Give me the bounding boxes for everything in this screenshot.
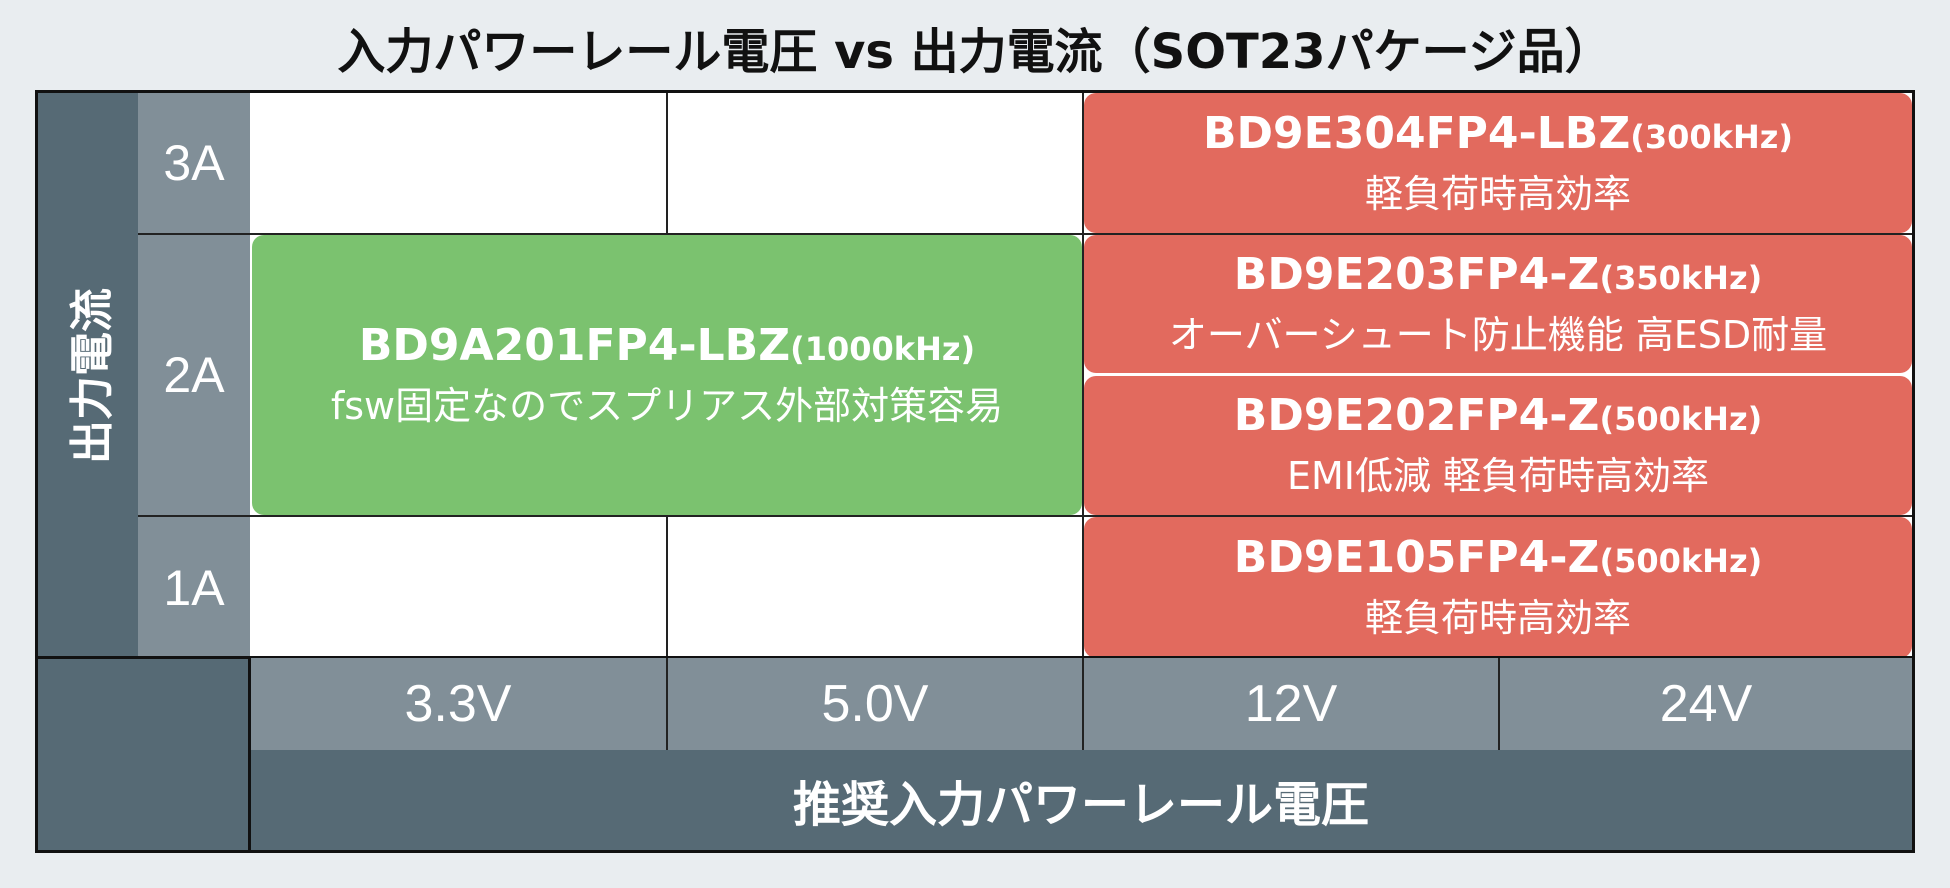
product-box-bd9e203fp4-z[interactable]: BD9E203FP4-Z(350kHz) オーバーシュート防止機能 高ESD耐量	[1084, 235, 1912, 373]
voltage-separator	[1082, 658, 1084, 750]
product-frequency: (350kHz)	[1599, 258, 1763, 297]
grid-bottom-line	[35, 656, 1915, 659]
product-name-line: BD9E304FP4-LBZ(300kHz)	[1203, 105, 1793, 166]
voltage-separator	[666, 658, 668, 750]
product-name-line: BD9A201FP4-LBZ(1000kHz)	[359, 317, 975, 378]
y-axis-label: 出力電流	[38, 93, 138, 658]
product-name: BD9A201FP4-LBZ	[358, 319, 791, 371]
voltage-header-row: 3.3V 5.0V 12V 24V	[250, 658, 1912, 750]
product-name-line: BD9E202FP4-Z(500kHz)	[1234, 387, 1762, 448]
product-description: 軽負荷時高効率	[1364, 596, 1631, 640]
row-label-2a: 2A	[138, 235, 250, 515]
product-box-bd9e202fp4-z[interactable]: BD9E202FP4-Z(500kHz) EMI低減 軽負荷時高効率	[1084, 376, 1912, 515]
axis-corner-separator	[248, 658, 251, 853]
voltage-label-24v: 24V	[1659, 675, 1753, 733]
product-frequency: (300kHz)	[1630, 117, 1793, 156]
grid-line-h1	[138, 233, 1912, 235]
product-description: 軽負荷時高効率	[1364, 171, 1631, 216]
product-name-line: BD9E105FP4-Z(500kHz)	[1234, 529, 1762, 590]
product-name: BD9E203FP4-Z	[1233, 248, 1600, 300]
row-label-3a: 3A	[138, 93, 250, 233]
product-box-bd9e304fp4-lbz[interactable]: BD9E304FP4-LBZ(300kHz) 軽負荷時高効率	[1084, 93, 1912, 233]
product-frequency: (500kHz)	[1599, 400, 1763, 438]
product-name: BD9E202FP4-Z	[1233, 390, 1600, 441]
voltage-label-3v3: 3.3V	[404, 675, 512, 733]
product-description: オーバーシュート防止機能 高ESD耐量	[1168, 312, 1828, 357]
y-axis-label-text: 出力電流	[67, 287, 118, 464]
voltage-label-12v: 12V	[1244, 675, 1338, 733]
voltage-label-5v0: 5.0V	[821, 675, 929, 733]
product-description: EMI低減 軽負荷時高効率	[1286, 454, 1710, 498]
grid-line-v2	[1082, 93, 1084, 658]
product-frequency: (500kHz)	[1599, 542, 1763, 580]
product-box-bd9e105fp4-z[interactable]: BD9E105FP4-Z(500kHz) 軽負荷時高効率	[1084, 517, 1912, 658]
x-axis-label: 推奨入力パワーレール電圧	[792, 777, 1369, 833]
chart-title: 入力パワーレール電圧 vs 出力電流（SOT23パケージ品）	[337, 24, 1613, 80]
product-name-line: BD9E203FP4-Z(350kHz)	[1234, 246, 1762, 307]
row-label-1a: 1A	[138, 517, 250, 658]
product-box-bd9a201fp4-lbz[interactable]: BD9A201FP4-LBZ(1000kHz) fsw固定なのでスプリアス外部対…	[252, 235, 1082, 515]
product-frequency: (1000kHz)	[790, 329, 976, 368]
product-name: BD9E304FP4-LBZ	[1203, 107, 1631, 159]
voltage-separator	[1498, 658, 1500, 750]
grid-line-h2	[138, 515, 1912, 517]
product-name: BD9E105FP4-Z	[1233, 532, 1600, 583]
product-description: fsw固定なのでスプリアス外部対策容易	[330, 383, 1004, 428]
